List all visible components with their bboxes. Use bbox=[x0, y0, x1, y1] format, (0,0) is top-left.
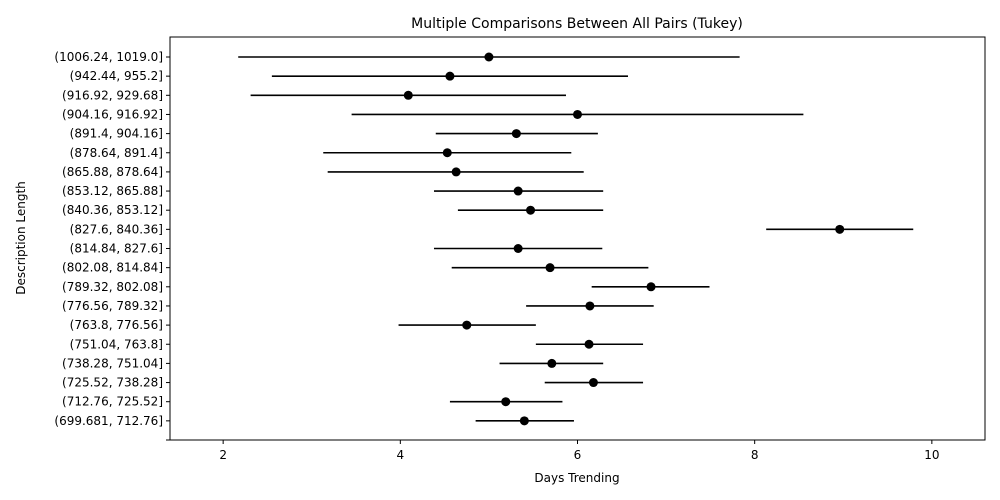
x-tick-label: 2 bbox=[219, 448, 227, 462]
x-tick-label: 6 bbox=[574, 448, 582, 462]
group-label: (712.76, 725.52] bbox=[62, 395, 163, 409]
x-tick-label: 8 bbox=[751, 448, 759, 462]
group-label: (878.64, 891.4] bbox=[70, 146, 163, 160]
mean-marker bbox=[526, 205, 536, 215]
group-label: (840.36, 853.12] bbox=[62, 203, 163, 217]
group-label: (738.28, 751.04] bbox=[62, 356, 163, 370]
group-label: (865.88, 878.64] bbox=[62, 165, 163, 179]
error-bars bbox=[238, 52, 914, 426]
group-label: (904.16, 916.92] bbox=[62, 107, 163, 121]
y-axis-title: Description Length bbox=[14, 181, 28, 295]
x-tick-label: 10 bbox=[924, 448, 939, 462]
group-label: (827.6, 840.36] bbox=[70, 222, 163, 236]
mean-marker bbox=[442, 148, 452, 158]
mean-marker bbox=[573, 109, 582, 119]
mean-marker bbox=[519, 416, 529, 426]
mean-marker bbox=[835, 224, 845, 234]
group-label: (751.04, 763.8] bbox=[70, 337, 163, 351]
mean-marker bbox=[451, 167, 461, 177]
mean-marker bbox=[484, 52, 494, 62]
x-tick-label: 4 bbox=[397, 448, 405, 462]
group-label: (763.8, 776.56] bbox=[70, 318, 163, 332]
group-label: (802.08, 814.84] bbox=[62, 261, 163, 275]
mean-marker bbox=[462, 320, 472, 330]
group-label: (776.56, 789.32] bbox=[62, 299, 163, 313]
group-label: (916.92, 929.68] bbox=[62, 88, 163, 102]
mean-marker bbox=[403, 90, 413, 100]
group-label: (699.681, 712.76] bbox=[54, 414, 163, 428]
chart-title: Multiple Comparisons Between All Pairs (… bbox=[411, 16, 743, 32]
group-label: (725.52, 738.28] bbox=[62, 376, 163, 390]
plot-area bbox=[169, 36, 986, 441]
group-label: (853.12, 865.88] bbox=[62, 184, 163, 198]
mean-marker bbox=[501, 397, 511, 407]
mean-marker bbox=[646, 282, 656, 292]
mean-marker bbox=[585, 301, 595, 311]
mean-marker bbox=[584, 339, 594, 349]
mean-marker bbox=[588, 378, 598, 388]
mean-marker bbox=[445, 71, 455, 81]
mean-marker bbox=[513, 244, 523, 253]
mean-marker bbox=[545, 263, 555, 273]
group-label: (891.4, 904.16] bbox=[70, 127, 163, 141]
x-axis-title: Days Trending bbox=[534, 471, 619, 485]
mean-marker bbox=[547, 358, 557, 368]
group-label: (814.84, 827.6] bbox=[70, 242, 163, 256]
group-label: (789.32, 802.08] bbox=[62, 280, 163, 294]
group-label: (942.44, 955.2] bbox=[70, 69, 163, 83]
mean-marker bbox=[513, 186, 523, 196]
group-label: (1006.24, 1019.0] bbox=[54, 50, 163, 64]
x-axis: 2 4 6 8 10 bbox=[219, 440, 939, 462]
mean-marker bbox=[511, 129, 521, 139]
y-axis: (1006.24, 1019.0] (942.44, 955.2] (916.92,… bbox=[54, 50, 170, 441]
